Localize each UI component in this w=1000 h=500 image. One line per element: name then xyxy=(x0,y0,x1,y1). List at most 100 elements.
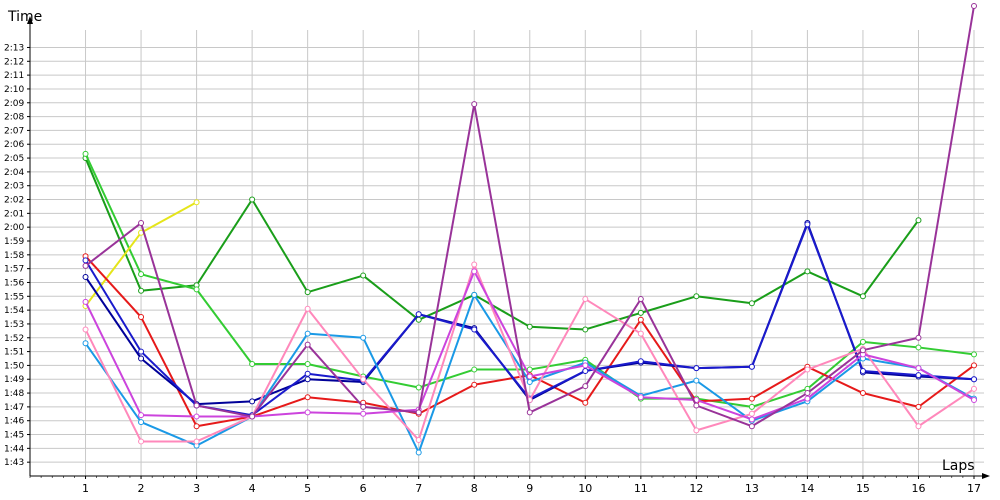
x-tick-label: 5 xyxy=(304,482,311,495)
data-point xyxy=(415,409,422,416)
data-point xyxy=(915,334,922,341)
x-tick-label: 3 xyxy=(193,482,200,495)
y-tick-label: 1:44 xyxy=(4,444,24,454)
data-point xyxy=(304,305,311,312)
y-tick-label: 1:48 xyxy=(4,389,24,399)
data-point xyxy=(804,268,811,275)
data-point xyxy=(582,296,589,303)
data-point xyxy=(582,383,589,390)
x-tick-label: 12 xyxy=(689,482,703,495)
y-tick-label: 1:54 xyxy=(4,306,24,316)
data-point xyxy=(249,196,256,203)
data-point xyxy=(471,366,478,373)
y-tick-label: 1:52 xyxy=(4,334,24,344)
data-point xyxy=(82,340,89,347)
grid xyxy=(30,30,984,476)
data-point xyxy=(915,344,922,351)
data-point xyxy=(304,341,311,348)
data-point xyxy=(471,326,478,333)
y-tick-label: 1:57 xyxy=(4,265,24,275)
data-point xyxy=(360,376,367,383)
data-point xyxy=(748,403,755,410)
series-10 xyxy=(82,3,977,430)
data-point xyxy=(637,330,644,337)
y-tick-label: 2:08 xyxy=(4,113,24,123)
data-point xyxy=(971,362,977,369)
data-point xyxy=(693,365,700,372)
data-point xyxy=(304,376,311,383)
x-tick-label: 17 xyxy=(967,482,981,495)
data-point xyxy=(249,398,256,405)
y-tick-label: 2:11 xyxy=(4,71,24,81)
data-point xyxy=(582,367,589,374)
data-point xyxy=(526,409,533,416)
x-tick-label: 1 xyxy=(82,482,89,495)
data-point xyxy=(82,150,89,157)
x-axis-arrow xyxy=(982,473,990,479)
data-point xyxy=(915,403,922,410)
data-point xyxy=(915,217,922,224)
x-axis-title: Laps xyxy=(942,458,975,474)
data-point xyxy=(859,367,866,374)
data-point xyxy=(859,347,866,354)
data-point xyxy=(138,438,145,445)
data-point xyxy=(748,416,755,423)
data-point xyxy=(915,372,922,379)
data-point xyxy=(804,221,811,228)
y-tick-label: 1:59 xyxy=(4,237,24,247)
data-point xyxy=(859,293,866,300)
x-tick-label: 10 xyxy=(578,482,592,495)
y-tick-label: 2:01 xyxy=(4,209,24,219)
y-tick-label: 2:10 xyxy=(4,85,24,95)
data-point xyxy=(859,338,866,345)
data-point xyxy=(249,361,256,368)
data-point xyxy=(304,394,311,401)
data-point xyxy=(526,323,533,330)
data-point xyxy=(971,385,977,392)
x-tick-label: 7 xyxy=(415,482,422,495)
y-axis-arrow xyxy=(27,16,33,24)
x-tick-label: 9 xyxy=(526,482,533,495)
data-point xyxy=(804,395,811,402)
y-tick-label: 1:50 xyxy=(4,361,24,371)
data-point xyxy=(249,413,256,420)
x-tick-label: 4 xyxy=(249,482,256,495)
series-8 xyxy=(82,261,977,445)
series-line xyxy=(84,157,920,331)
y-tick-label: 2:06 xyxy=(4,140,24,150)
data-point xyxy=(193,423,200,430)
data-point xyxy=(859,390,866,397)
x-tick-label: 8 xyxy=(471,482,478,495)
data-point xyxy=(193,438,200,445)
data-point xyxy=(693,427,700,434)
data-point xyxy=(415,449,422,456)
data-point xyxy=(360,410,367,417)
data-point xyxy=(82,298,89,305)
data-point xyxy=(471,268,478,275)
data-point xyxy=(82,257,89,264)
data-point xyxy=(415,316,422,323)
series-lines xyxy=(82,3,977,456)
data-point xyxy=(971,376,977,383)
data-point xyxy=(748,410,755,417)
y-tick-label: 2:13 xyxy=(4,43,24,53)
data-point xyxy=(693,293,700,300)
data-point xyxy=(415,437,422,444)
data-point xyxy=(82,262,89,269)
y-tick-label: 1:53 xyxy=(4,320,24,330)
data-point xyxy=(360,403,367,410)
data-point xyxy=(748,423,755,430)
data-point xyxy=(304,409,311,416)
y-tick-label: 1:58 xyxy=(4,251,24,261)
data-point xyxy=(471,101,478,108)
y-tick-label: 1:45 xyxy=(4,431,24,441)
data-point xyxy=(971,3,977,9)
data-point xyxy=(526,373,533,380)
x-tick-label: 13 xyxy=(745,482,759,495)
y-tick-label: 2:07 xyxy=(4,126,24,136)
data-point xyxy=(804,390,811,397)
data-point xyxy=(693,402,700,409)
data-point xyxy=(582,326,589,333)
data-point xyxy=(637,394,644,401)
y-tick-label: 1:43 xyxy=(4,458,24,468)
